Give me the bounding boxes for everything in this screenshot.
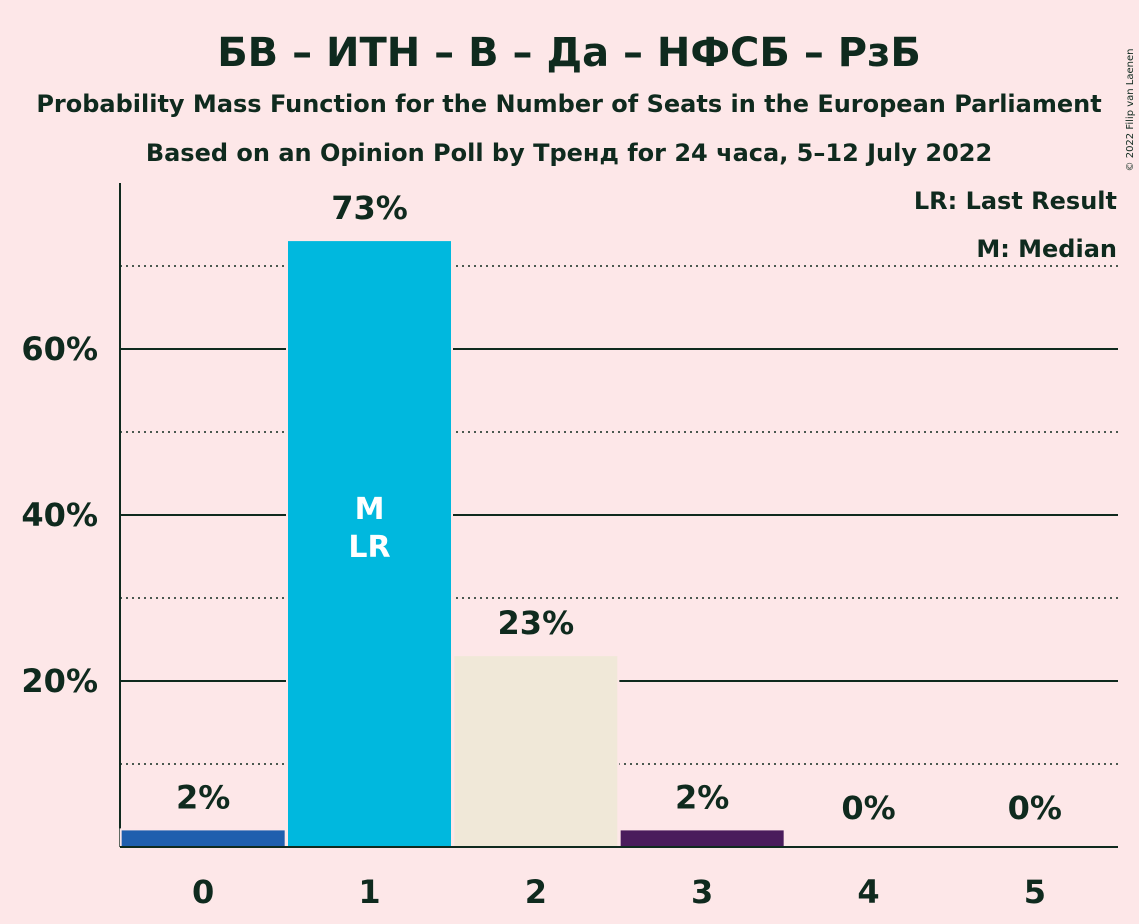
- x-tick-label: 3: [691, 873, 713, 911]
- chart-subtitle: Probability Mass Function for the Number…: [36, 90, 1101, 118]
- copyright-text: © 2022 Filip van Laenen: [1125, 49, 1136, 172]
- x-tick-label: 2: [525, 873, 547, 911]
- y-tick-label: 40%: [21, 496, 98, 534]
- x-tick-label: 4: [857, 873, 879, 911]
- bar-value-label: 0%: [1008, 789, 1062, 827]
- y-tick-label: 60%: [21, 330, 98, 368]
- bar-seat-3: [620, 830, 784, 847]
- bars: [119, 239, 1119, 848]
- bar-value-label: 0%: [841, 789, 895, 827]
- bar-value-label: 23%: [498, 604, 575, 642]
- chart-subtitle-poll: Based on an Opinion Poll by Тренд for 24…: [146, 139, 992, 167]
- legend-median: M: Median: [976, 235, 1117, 263]
- bar-seat-1: [288, 241, 451, 848]
- x-tick-label: 1: [358, 873, 380, 911]
- bar-seat-2: [454, 656, 618, 847]
- x-tick-label: 5: [1024, 873, 1046, 911]
- legend-last-result: LR: Last Result: [914, 187, 1117, 215]
- y-tick-label: 20%: [21, 662, 98, 700]
- bar-value-label: 2%: [675, 778, 729, 816]
- in-bar-label: LR: [348, 530, 390, 565]
- bar-seat-0: [121, 830, 285, 847]
- bar-value-label: 2%: [176, 778, 230, 816]
- chart-title: БВ – ИТН – В – Да – НФСБ – РзБ: [217, 30, 921, 76]
- in-bar-label: M: [355, 492, 385, 527]
- x-tick-label: 0: [192, 873, 214, 911]
- bar-value-label: 73%: [331, 189, 408, 227]
